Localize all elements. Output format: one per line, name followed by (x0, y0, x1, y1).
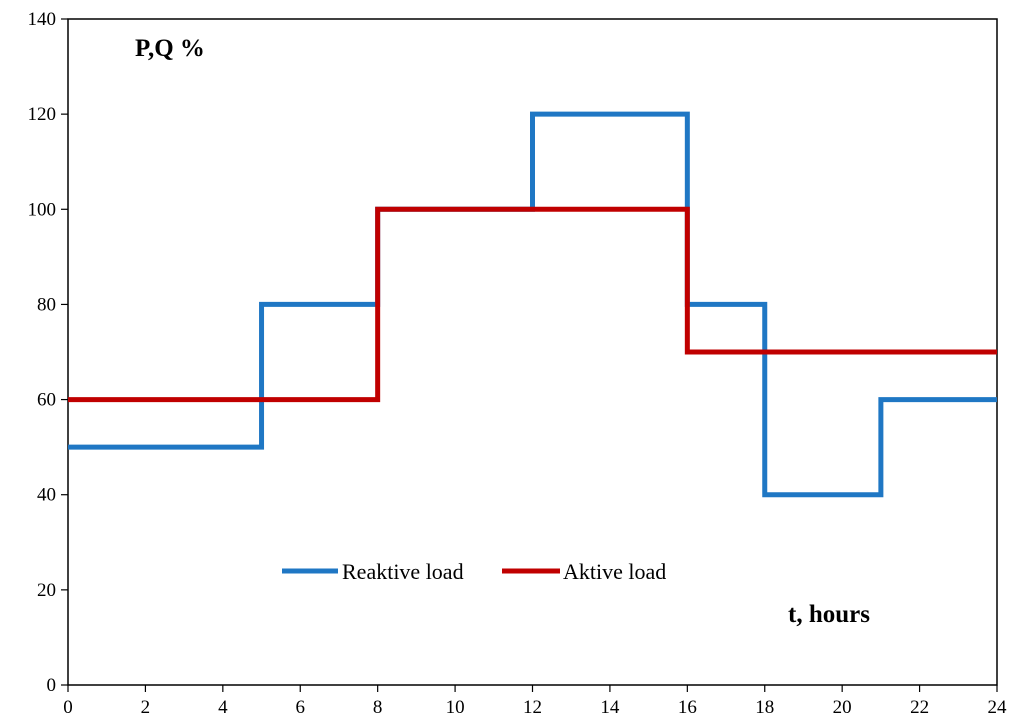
x-tick-label: 8 (373, 697, 383, 718)
series-line-1 (68, 111, 997, 498)
x-tick-label: 6 (296, 697, 306, 718)
x-tick-label: 16 (678, 697, 697, 718)
x-tick-label: 0 (63, 697, 73, 718)
x-tick-label: 2 (141, 697, 151, 718)
y-tick-label: 20 (37, 580, 56, 601)
series-layer (68, 111, 997, 498)
x-tick-label: 22 (910, 697, 929, 718)
x-axis-title: t, hours (788, 601, 870, 628)
y-tick-label: 120 (28, 104, 57, 125)
legend-label-1: Reaktive load (342, 559, 464, 584)
y-tick-label: 100 (28, 199, 57, 220)
y-tick-label: 0 (47, 675, 57, 696)
x-tick-label: 18 (755, 697, 774, 718)
x-tick-label: 12 (523, 697, 542, 718)
y-tick-label: 140 (28, 9, 57, 30)
series-line-2 (68, 206, 997, 403)
y-tick-label: 60 (37, 390, 56, 411)
x-tick-label: 24 (988, 697, 1008, 718)
y-tick-label: 80 (37, 294, 56, 315)
y-axis-title: P,Q % (135, 35, 205, 62)
x-tick-label: 10 (446, 697, 465, 718)
x-tick-label: 4 (218, 697, 228, 718)
legend-label-2: Aktive load (563, 559, 666, 584)
y-tick-label: 40 (37, 485, 56, 506)
legend: Reaktive load Aktive load (282, 559, 666, 584)
x-tick-label: 20 (833, 697, 852, 718)
x-tick-label: 14 (600, 697, 620, 718)
